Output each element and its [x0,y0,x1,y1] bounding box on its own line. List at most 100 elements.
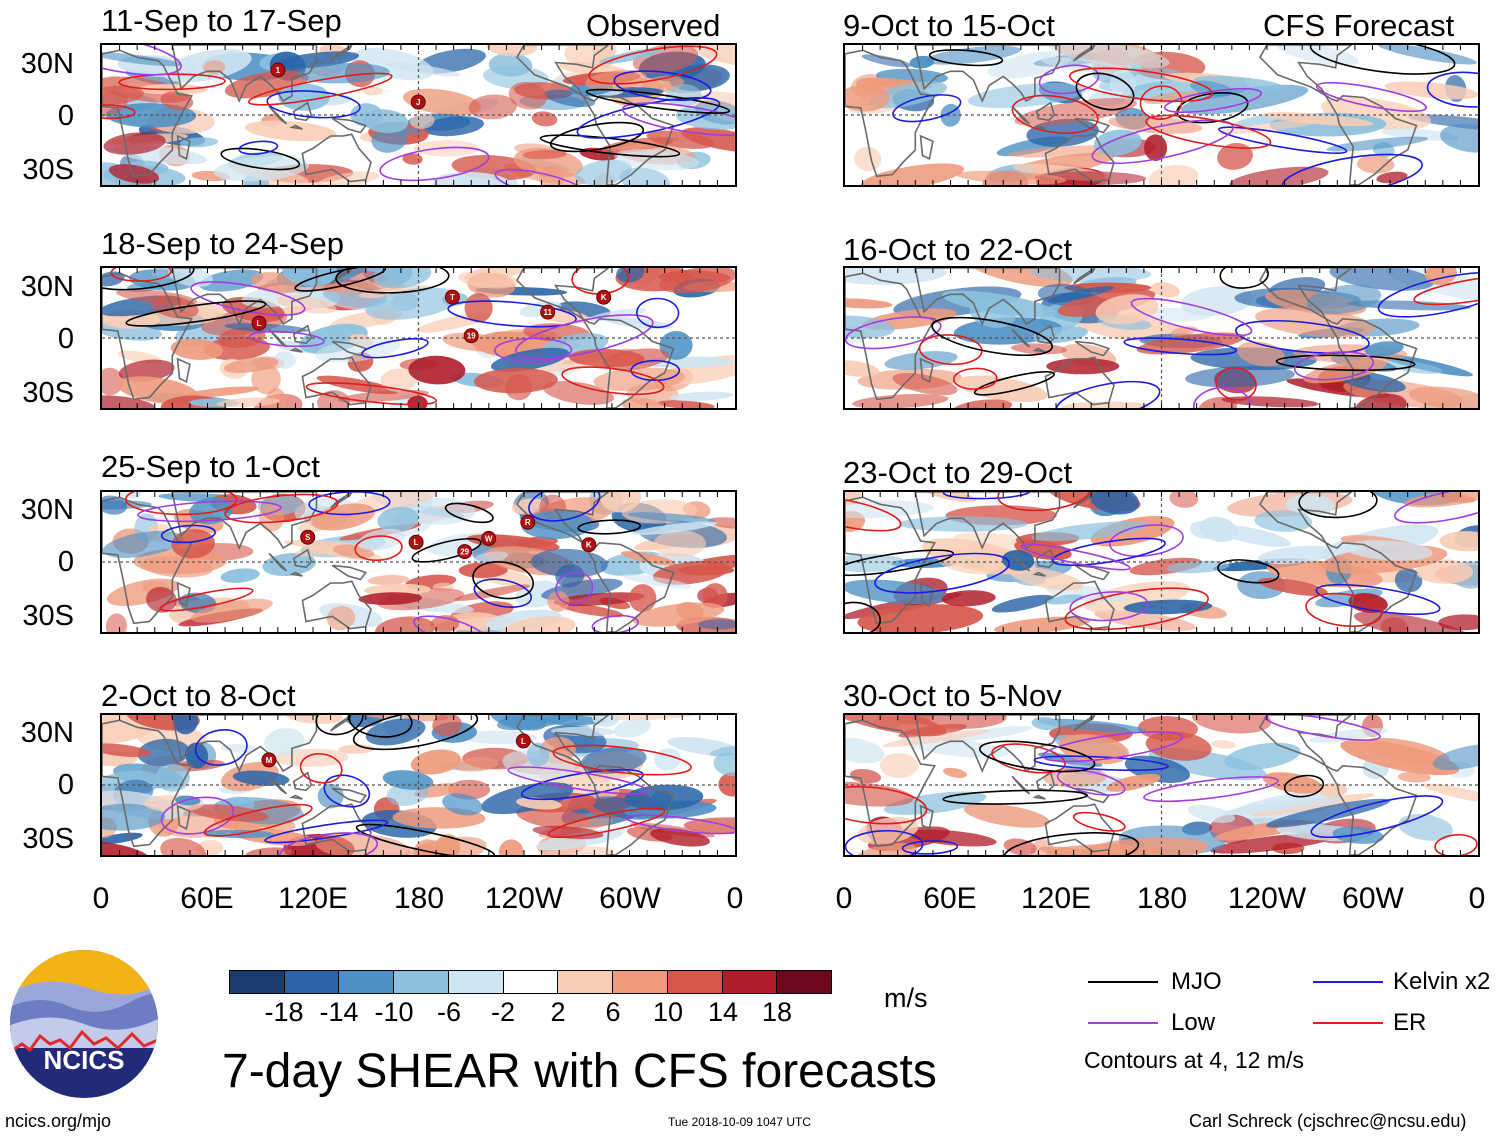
wave-contour [507,766,649,795]
shear-anomaly-blob [402,153,423,165]
shear-anomaly-blob [1432,744,1478,771]
shear-anomaly-blob [542,381,615,405]
shear-anomaly-blob [1217,142,1253,170]
coastline [268,105,288,125]
y-tick-label: 0 [57,769,74,801]
shear-anomaly-blob [1031,716,1060,731]
shear-anomaly-blob [497,715,592,731]
logo-text: NCICS [44,1045,125,1075]
wave-contour [1091,119,1234,165]
wave-contour [1394,492,1478,524]
wave-contour [1069,591,1149,622]
shear-anomaly-blob [1326,136,1429,152]
coastline [289,571,303,577]
shear-anomaly-blob [845,360,880,377]
shear-anomaly-blob [102,271,125,287]
storm-marker-label: J [416,98,420,107]
storm-marker-label: 1 [276,66,281,75]
wave-contour [973,370,1055,396]
storm-marker [410,94,426,110]
ncics-logo: NCICS [10,950,158,1098]
shear-anomaly-blob [1254,510,1313,532]
map-panel-obs-2: T 19 L 11 K [100,266,737,410]
colorbar-tick: 14 [707,997,739,1027]
shear-anomaly-blob [943,767,967,779]
shear-anomaly-blob [593,367,686,392]
shear-anomaly-blob [358,528,405,551]
colorbar-tick: -6 [436,997,462,1027]
wave-contour [636,297,680,329]
shear-anomaly-blob [172,715,199,735]
panel-title-fc-1: 9-Oct to 15-Oct [843,8,1055,43]
colorbar-tick: -10 [374,997,414,1027]
coastline [1044,803,1115,853]
wave-contour [1038,64,1100,95]
shear-anomaly-blob [377,506,419,533]
coastline [102,719,193,848]
wave-contour [1310,795,1444,839]
shear-anomaly-blob [1356,155,1395,174]
panel-title-fc-2: 16-Oct to 22-Oct [843,232,1073,267]
wave-contour [220,147,301,171]
shear-anomaly-blob [1364,737,1450,766]
wave-contour [355,823,496,855]
panel-title-obs-2: 18-Sep to 24-Sep [101,226,345,261]
wave-contour [1051,537,1166,566]
shear-anomaly-blob [380,368,418,392]
wave-contour [1020,543,1131,571]
storm-marker [444,289,460,305]
shear-anomaly-blob [317,390,350,408]
shear-anomaly-blob [297,62,390,84]
wave-contour [118,73,226,91]
shear-anomaly-blob [264,728,305,756]
shear-anomaly-blob [547,590,570,612]
shear-anomaly-blob [190,598,273,623]
wave-contour [942,492,1031,500]
shear-anomaly-blob [244,120,337,142]
wave-contour [159,587,254,612]
coastline [1259,268,1418,408]
shear-anomaly-blob [698,619,735,630]
shear-anomaly-blob [385,61,461,77]
y-tick-label: 30S [22,823,74,855]
shear-anomaly-blob [1262,772,1323,794]
wave-contour [1123,337,1238,356]
shear-anomaly-blob [907,829,997,847]
shear-anomaly-blob [855,843,917,855]
coastline [176,134,191,160]
shear-anomaly-blob [508,81,548,110]
wave-contour [591,614,639,632]
coastline [331,787,368,804]
coastline [1035,771,1056,792]
shear-anomaly-blob [114,492,142,499]
shear-anomaly-blob [845,298,893,309]
shear-anomaly-blob [1376,171,1408,184]
storm-marker [463,328,479,344]
shear-anomaly-blob [1266,798,1391,828]
storm-marker-label: M [266,756,273,765]
observed-label: Observed [586,8,721,43]
shear-anomaly-blob [952,399,1013,408]
shear-anomaly-blob [1031,521,1149,542]
wave-contour [1315,583,1441,616]
coastline [331,564,368,581]
wave-contour [845,495,902,532]
shear-anomaly-blob [845,500,935,519]
shear-anomaly-blob [274,351,296,369]
shear-anomaly-blob [337,389,430,403]
shear-anomaly-blob [498,839,524,855]
coastline [1073,492,1096,509]
x-tick-label: 120W [1227,882,1307,915]
shear-anomaly-blob [1422,783,1478,804]
shear-anomaly-blob [408,355,466,385]
shear-anomaly-blob [410,749,461,775]
coastline [301,580,372,630]
wave-contour [585,88,731,114]
wave-contour [124,492,238,516]
x-tick-label: 60W [1342,882,1404,915]
coastline [171,268,318,327]
x-tick-label: 0 [726,882,744,915]
shear-anomaly-blob [326,605,356,631]
wave-contour [125,300,267,327]
